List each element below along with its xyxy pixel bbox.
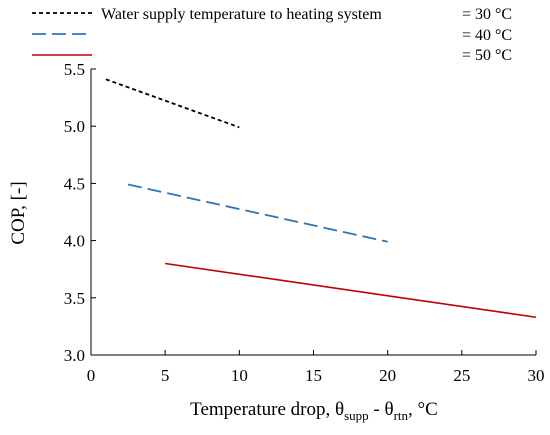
- y-tick-label: 5.5: [64, 60, 85, 79]
- series-line-50c: [165, 262, 537, 319]
- x-axis-title-sub-supp: supp: [344, 408, 369, 423]
- legend-label-50c: = 50 °C: [462, 47, 512, 64]
- x-axis-title-suffix: , °C: [408, 399, 438, 420]
- x-tick-label: 0: [87, 366, 96, 385]
- x-axis-title-mid: - θ: [369, 399, 394, 420]
- x-tick-label: 25: [453, 366, 470, 385]
- x-axis-title-sub-rtn: rtn: [394, 408, 409, 423]
- x-tick-label: 15: [305, 366, 322, 385]
- x-axis-title-prefix: Temperature drop, θ: [190, 399, 344, 420]
- x-tick-label: 30: [528, 366, 545, 385]
- y-axis-title: COP, [-]: [8, 181, 29, 244]
- series-line-30c: [105, 78, 240, 129]
- legend-label-40c: = 40 °C: [462, 27, 512, 44]
- series-line-40c: [127, 183, 388, 243]
- y-tick-label: 4.5: [64, 174, 85, 193]
- x-tick-label: 10: [231, 366, 248, 385]
- y-tick-label: 3.0: [64, 346, 85, 365]
- legend: Water supply temperature to heating syst…: [32, 6, 512, 64]
- y-tick-label: 3.5: [64, 289, 85, 308]
- legend-label-30c: = 30 °C: [462, 6, 512, 23]
- x-tick-label: 5: [161, 366, 170, 385]
- y-tick-label: 4.0: [64, 232, 85, 251]
- x-axis-title: Temperature drop, θsupp - θrtn, °C: [190, 399, 438, 423]
- x-tick-label: 20: [379, 366, 396, 385]
- axes: 3.0 3.5 4.0 4.5 5.0 5.5 0 5 10 15 20 25 30: [64, 60, 545, 385]
- series-layer: [105, 78, 537, 319]
- y-tick-label: 5.0: [64, 117, 85, 136]
- legend-title: Water supply temperature to heating syst…: [101, 6, 382, 23]
